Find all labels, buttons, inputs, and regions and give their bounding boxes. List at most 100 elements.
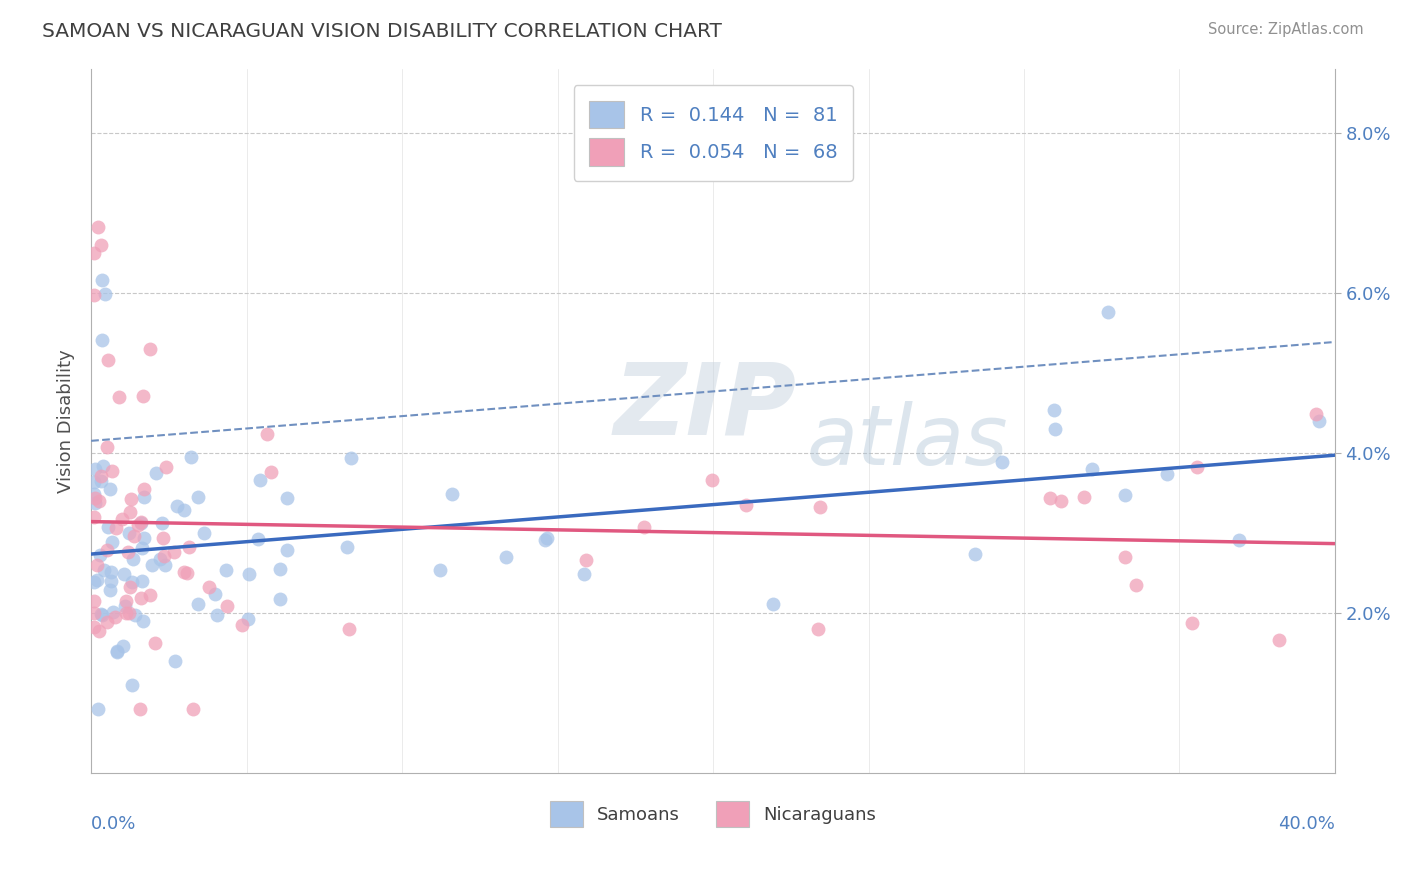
Point [83,606,105,620]
Point [93,563,115,577]
Point [90,238,112,252]
Point [129,702,152,716]
Point [100,482,122,496]
Point [93,287,115,301]
Point [204,587,226,601]
Text: Source: ZipAtlas.com: Source: ZipAtlas.com [1208,22,1364,37]
Point [117,607,139,621]
Point [205,608,228,623]
Point [118,526,141,541]
Point [83,509,105,524]
Point [100,566,122,580]
Point [1097,305,1119,319]
Point [139,342,162,356]
Point [114,599,136,613]
Point [269,562,291,576]
Point [1050,494,1073,508]
Point [86,558,108,573]
Point [115,606,138,620]
Point [181,702,204,716]
Point [87,220,110,235]
Point [187,597,209,611]
Point [153,558,176,573]
Point [145,466,167,480]
Point [118,505,141,519]
Point [198,580,221,594]
Point [112,567,135,582]
Point [127,518,149,533]
Point [246,532,269,546]
Point [96,543,118,558]
Point [83,246,105,260]
Point [90,273,112,287]
Y-axis label: Vision Disability: Vision Disability [58,349,75,492]
Point [150,516,173,531]
Point [91,608,114,623]
Point [132,482,155,496]
Point [1081,461,1104,475]
Point [90,607,112,621]
Point [163,544,186,558]
Point [83,288,105,302]
Point [83,475,105,490]
Point [1043,403,1066,417]
Point [141,558,163,572]
Point [575,553,598,567]
Point [84,491,107,506]
Point [89,548,111,562]
Point [177,540,200,554]
Point [762,597,785,611]
Point [107,390,129,404]
Point [121,677,143,691]
Point [83,620,105,634]
Point [166,499,188,513]
Point [100,574,122,589]
Point [120,491,142,506]
Point [1227,533,1250,547]
Point [149,552,172,566]
Point [269,592,291,607]
Point [96,440,118,454]
Point [91,459,114,474]
Point [139,588,162,602]
Point [735,498,758,512]
Point [336,540,359,554]
Point [495,550,517,565]
Point [176,566,198,581]
Point [129,591,152,605]
Text: SAMOAN VS NICARAGUAN VISION DISABILITY CORRELATION CHART: SAMOAN VS NICARAGUAN VISION DISABILITY C… [42,22,723,41]
Point [97,353,120,368]
Point [534,533,557,547]
Text: 0.0%: 0.0% [91,815,136,833]
Point [83,593,105,607]
Point [700,473,723,487]
Point [231,617,253,632]
Point [260,466,283,480]
Point [215,599,238,613]
Point [121,552,143,566]
Point [963,547,986,561]
Point [131,541,153,556]
Point [83,574,105,589]
Point [991,455,1014,469]
Point [86,573,108,587]
Point [808,500,831,514]
Point [1156,467,1178,481]
Point [96,615,118,630]
Point [111,511,134,525]
Point [1181,616,1204,631]
Point [131,614,153,628]
Point [117,545,139,559]
Point [155,459,177,474]
Point [152,531,174,545]
Point [1125,578,1147,592]
Point [131,515,153,529]
Point [100,583,122,598]
Point [1308,414,1330,428]
Point [163,654,186,668]
Point [440,486,463,500]
Point [1185,460,1208,475]
Point [276,543,298,558]
Point [120,580,142,594]
Point [134,490,156,504]
